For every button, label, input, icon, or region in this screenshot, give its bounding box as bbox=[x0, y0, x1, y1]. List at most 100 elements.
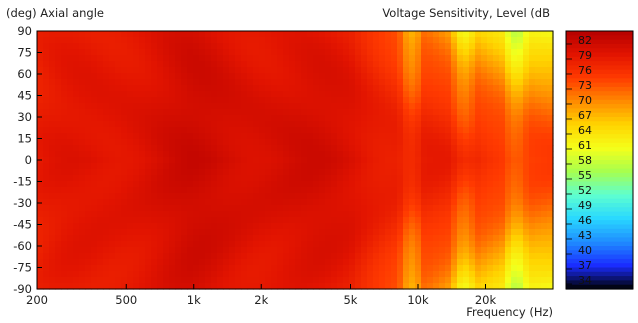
colorbar-label: 64 bbox=[578, 124, 592, 137]
heatmap-cell bbox=[235, 283, 242, 290]
heatmap-cell bbox=[295, 175, 302, 182]
heatmap-cell bbox=[247, 253, 254, 260]
heatmap-cell bbox=[475, 223, 482, 230]
heatmap-cell bbox=[361, 43, 368, 50]
heatmap-cell bbox=[463, 31, 470, 38]
heatmap-cell bbox=[91, 43, 98, 50]
heatmap-cell bbox=[535, 175, 542, 182]
heatmap-cell bbox=[217, 115, 224, 122]
heatmap-cell bbox=[259, 271, 266, 278]
heatmap-cell bbox=[163, 109, 170, 116]
heatmap-cell bbox=[319, 67, 326, 74]
heatmap-cell bbox=[409, 73, 416, 80]
heatmap-cell bbox=[373, 103, 380, 110]
heatmap-cell bbox=[229, 121, 236, 128]
heatmap-cell bbox=[157, 271, 164, 278]
heatmap-cell bbox=[409, 133, 416, 140]
heatmap-cell bbox=[385, 229, 392, 236]
heatmap-cell bbox=[295, 229, 302, 236]
heatmap-cell bbox=[271, 37, 278, 44]
heatmap-cell bbox=[49, 55, 56, 62]
heatmap-cell bbox=[355, 199, 362, 206]
heatmap-cell bbox=[157, 91, 164, 98]
heatmap-cell bbox=[421, 229, 428, 236]
heatmap-cell bbox=[295, 103, 302, 110]
heatmap-cell bbox=[199, 229, 206, 236]
heatmap-cell bbox=[349, 241, 356, 248]
heatmap-cell bbox=[229, 145, 236, 152]
heatmap-cell bbox=[223, 217, 230, 224]
colorbar-label: 76 bbox=[578, 64, 592, 77]
heatmap-cell bbox=[475, 115, 482, 122]
heatmap-cell bbox=[43, 247, 50, 254]
heatmap-cell bbox=[517, 133, 524, 140]
heatmap-cell bbox=[289, 121, 296, 128]
heatmap-cell bbox=[301, 163, 308, 170]
heatmap-cell bbox=[535, 109, 542, 116]
heatmap-cell bbox=[157, 139, 164, 146]
heatmap-cell bbox=[409, 247, 416, 254]
heatmap-cell bbox=[481, 187, 488, 194]
heatmap-cell bbox=[79, 139, 86, 146]
heatmap-cell bbox=[163, 145, 170, 152]
heatmap-cell bbox=[55, 97, 62, 104]
heatmap-cell bbox=[397, 253, 404, 260]
heatmap-cell bbox=[463, 133, 470, 140]
heatmap-cell bbox=[163, 241, 170, 248]
heatmap-cell bbox=[199, 79, 206, 86]
heatmap-cell bbox=[79, 265, 86, 272]
heatmap-cell bbox=[43, 175, 50, 182]
heatmap-cell bbox=[67, 235, 74, 242]
heatmap-cell bbox=[109, 217, 116, 224]
heatmap-cell bbox=[385, 145, 392, 152]
heatmap-cell bbox=[499, 127, 506, 134]
heatmap-cell bbox=[181, 139, 188, 146]
heatmap-cell bbox=[319, 145, 326, 152]
heatmap-cell bbox=[547, 229, 554, 236]
heatmap-cell bbox=[289, 37, 296, 44]
heatmap-cell bbox=[301, 181, 308, 188]
heatmap-cell bbox=[493, 121, 500, 128]
heatmap-cell bbox=[217, 49, 224, 56]
heatmap-cell bbox=[259, 217, 266, 224]
heatmap-cell bbox=[517, 103, 524, 110]
heatmap-cell bbox=[343, 91, 350, 98]
heatmap-cell bbox=[277, 217, 284, 224]
heatmap-cell bbox=[307, 235, 314, 242]
heatmap-cell bbox=[343, 37, 350, 44]
heatmap-cell bbox=[43, 127, 50, 134]
heatmap-cell bbox=[487, 211, 494, 218]
heatmap-cell bbox=[259, 157, 266, 164]
heatmap-cell bbox=[37, 229, 44, 236]
heatmap-cell bbox=[313, 211, 320, 218]
heatmap-cell bbox=[433, 103, 440, 110]
heatmap-cell bbox=[541, 127, 548, 134]
heatmap-cell bbox=[73, 133, 80, 140]
heatmap-cell bbox=[73, 55, 80, 62]
heatmap-cell bbox=[61, 31, 68, 38]
heatmap-cell bbox=[301, 97, 308, 104]
heatmap-cell bbox=[199, 91, 206, 98]
heatmap-cell bbox=[223, 37, 230, 44]
heatmap-cell bbox=[61, 259, 68, 266]
heatmap-cell bbox=[193, 229, 200, 236]
heatmap-cell bbox=[337, 187, 344, 194]
heatmap-cell bbox=[427, 133, 434, 140]
heatmap-cell bbox=[205, 205, 212, 212]
heatmap-cell bbox=[115, 205, 122, 212]
heatmap-cell bbox=[451, 253, 458, 260]
heatmap-cell bbox=[199, 85, 206, 92]
heatmap-cell bbox=[85, 265, 92, 272]
heatmap-cell bbox=[217, 235, 224, 242]
heatmap-cell bbox=[469, 187, 476, 194]
heatmap-cell bbox=[157, 229, 164, 236]
heatmap-cell bbox=[355, 85, 362, 92]
heatmap-cell bbox=[217, 97, 224, 104]
heatmap-cell bbox=[475, 91, 482, 98]
heatmap-cell bbox=[397, 187, 404, 194]
heatmap-cell bbox=[307, 79, 314, 86]
heatmap-cell bbox=[73, 217, 80, 224]
colorbar-swatch bbox=[566, 155, 633, 161]
heatmap-cell bbox=[199, 31, 206, 38]
heatmap-cell bbox=[145, 145, 152, 152]
